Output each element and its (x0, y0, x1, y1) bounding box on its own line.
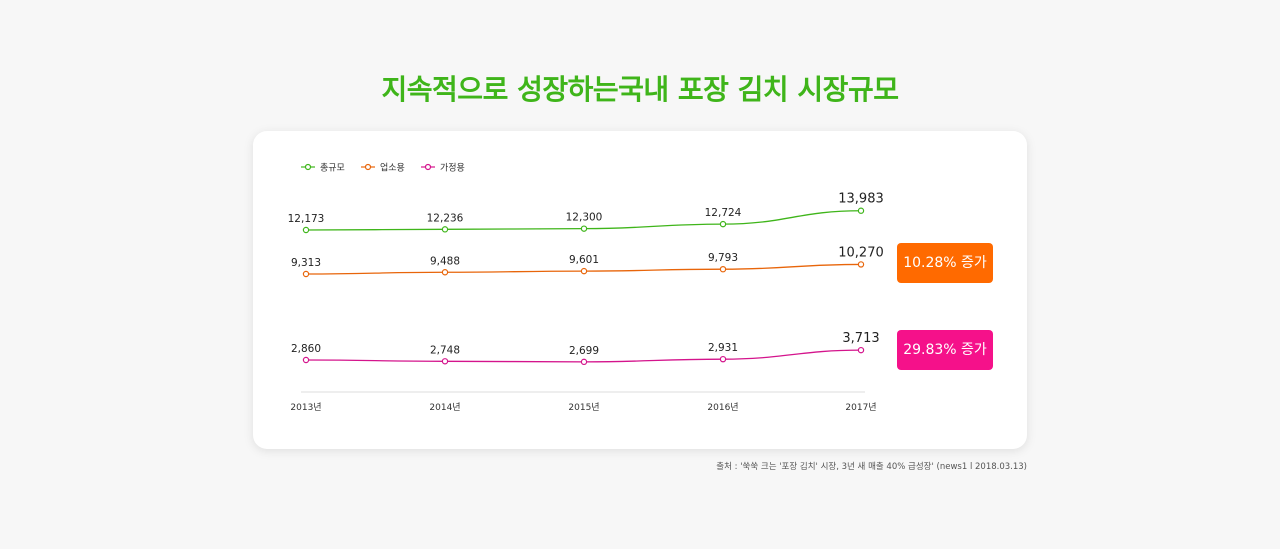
data-point (857, 346, 865, 354)
data-label: 2,931 (708, 342, 738, 354)
data-point (857, 261, 865, 268)
data-point (441, 358, 449, 365)
data-point (302, 356, 310, 364)
series-2: 9,313 9,488 9,601 9,793 10,270 (291, 245, 884, 278)
data-point (719, 265, 727, 273)
data-point (719, 220, 727, 228)
data-label: 3,713 (842, 331, 879, 346)
data-point (302, 270, 310, 278)
data-label: 9,488 (430, 255, 460, 267)
data-point (719, 355, 727, 363)
data-point (857, 207, 865, 214)
business-growth-badge: 10.28% 증가 (897, 243, 993, 283)
page-title: 지속적으로 성장하는국내 포장 김치 시장규모 (381, 73, 899, 106)
x-tick-label: 2014년 (429, 402, 460, 413)
legend-label-3: 가정용 (440, 163, 465, 174)
data-label: 10,270 (838, 245, 884, 260)
x-axis: 2013년 2014년 2015년 2016년 2017년 (290, 391, 877, 413)
data-point (441, 226, 449, 233)
x-tick-label: 2013년 (290, 402, 321, 413)
data-point (441, 269, 449, 276)
data-label: 12,236 (427, 212, 464, 224)
legend-label-2: 업소용 (380, 163, 405, 174)
home-growth-badge: 29.83% 증가 (897, 330, 993, 370)
legend: 총규모 업소용 가정용 (301, 163, 465, 174)
data-label: 12,300 (566, 212, 603, 224)
line-chart: 총규모 업소용 가정용 2013년 2014년 2015년 2016년 2017년 12,1… (288, 163, 884, 414)
x-tick-label: 2017년 (845, 402, 876, 413)
data-label: 2,699 (569, 345, 599, 357)
data-label: 12,173 (288, 213, 325, 225)
data-point (580, 267, 588, 275)
data-point (580, 358, 588, 366)
data-point (580, 225, 588, 232)
legend-label-1: 총규모 (320, 163, 345, 174)
data-label: 13,983 (838, 192, 884, 207)
series-1: 12,173 12,236 12,300 12,724 13,983 (288, 192, 884, 234)
data-label: 2,748 (430, 344, 460, 356)
data-label: 9,601 (569, 254, 599, 266)
chart-card: 총규모 업소용 가정용 2013년 2014년 2015년 2016년 2017년 12,1… (253, 131, 1027, 449)
series-3: 2,860 2,748 2,699 2,931 3,713 (291, 331, 880, 366)
data-label: 2,860 (291, 343, 321, 355)
legend-marker-3 (424, 163, 432, 171)
series-layer: 12,173 12,236 12,300 12,724 13,983 9,313 9,488… (288, 192, 884, 366)
data-label: 9,313 (291, 257, 321, 269)
data-label: 9,793 (708, 252, 738, 264)
legend-marker-2 (364, 163, 372, 171)
x-tick-label: 2016년 (707, 402, 738, 413)
data-point (302, 226, 310, 234)
data-label: 12,724 (705, 207, 742, 219)
x-tick-label: 2015년 (568, 402, 599, 413)
legend-marker-1 (304, 163, 312, 171)
source-caption: 출처 : '쑥쑥 크는 '포장 김치' 시장, 3년 새 매출 40% 급성장'… (716, 462, 1027, 472)
